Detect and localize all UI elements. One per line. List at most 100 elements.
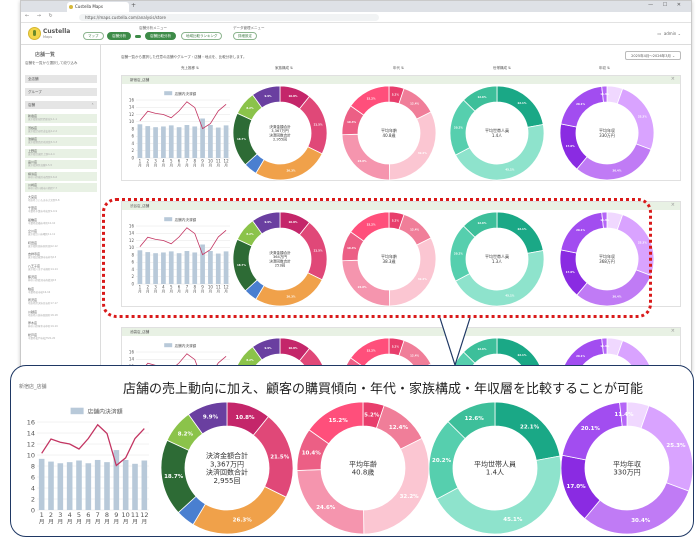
donut-center-text: 40.8歳 [383,132,396,138]
x-tick-label: 9 [114,511,118,519]
sidebar-store-item[interactable]: 厚木店 神奈川県厚木市中町19-19 [25,321,97,330]
sidebar-store-item[interactable]: 松戸店 千葉県松戸市松戸20-20 [25,333,97,342]
slice-label: 22.1% [517,101,526,105]
store-item-address: 神奈川県川崎市川崎区7-7 [28,187,58,190]
donut-center-text: 平均年齢 [349,459,377,468]
column-header[interactable]: 売上推移 ⇅ [181,66,199,71]
chevron-down-icon: ⌄ [677,31,681,36]
slice-label: 17.0% [567,484,587,490]
close-icon[interactable]: × [670,202,675,208]
bar [215,127,221,158]
date-range-select[interactable]: 2025年4月〜2026年3月 ⌄ [625,51,681,60]
column-header[interactable]: 家族構成 ⇅ [275,66,293,71]
donut-center-text: 40.8歳 [352,468,375,477]
x-tick-label: 10 [208,158,214,163]
sidebar-store-item[interactable]: 品川店 東京都港区高輪5-5-5 [25,160,97,169]
slice-label: 8.2% [246,106,254,110]
zoomed-charts: 02468101214161月2月3月4月5月6月7月8月9月10月11月12月… [27,401,693,535]
chevron-up-icon[interactable]: ⌃ [91,103,94,107]
sidebar-store-item[interactable]: 立川店 東京都立川市曙町11-11 [25,229,97,238]
instruction-text: 店舗一覧から選択した任意の店舗やグループ・店舗・地点を、比較分析します。 [121,55,247,59]
pie-slice [187,401,228,435]
slice-label: 18.7% [164,474,184,480]
card-store-label: 渋谷店_店舗 [122,202,680,210]
close-icon[interactable]: × [670,76,675,82]
column-headers: 売上推移 ⇅ 家族構成 ⇅ 年代 ⇅ 世帯構成 ⇅ 年収 ⇅ [121,66,681,72]
bar [153,253,158,284]
sidebar-section[interactable]: グループ [25,88,97,96]
browser-tab[interactable]: Custella Maps [67,2,129,12]
bar [141,460,148,510]
sidebar-store-item[interactable]: 所沢店 埼玉県所沢市日吉町17-17 [25,298,97,307]
sidebar-store-item[interactable]: 船橋店 千葉県船橋市本町10-10 [25,218,97,227]
slice-label: 8.2% [178,432,194,438]
slice-label: 20.1% [576,354,585,358]
user-menu[interactable]: ▭ admin ⌄ [657,31,681,36]
donut-chart-customer_mix: 10.8% 21.5% 26.3% 18.7% 8.2% 9.9% 決済金額合計364万円決… [232,211,328,307]
y-tick-label: 14 [27,429,35,437]
slice-label: 30.4% [631,518,651,524]
x-tick-label: 2 [146,158,149,163]
card-store-label: 池袋店_店舗 [122,328,680,336]
pie-slice [560,211,604,254]
settings-button[interactable]: 詳細設定 [233,32,257,40]
map-button[interactable]: マップ [83,32,104,40]
pie-slice [584,482,690,535]
pie-slice [601,85,608,103]
store-analysis-button[interactable]: 店舗分析 [107,32,131,40]
sidebar-store-item[interactable]: 大宮店 埼玉県さいたま市大宮区8-8 [25,195,97,204]
sidebar-store-item[interactable]: 川崎店 神奈川県川崎市川崎区7-7 [25,183,97,192]
sidebar-store-item[interactable]: 横浜店 神奈川県横浜市西区6-6-6 [25,171,97,181]
sidebar-section[interactable]: 店舗 ⌃ [25,101,97,109]
sidebar-store-item[interactable]: 上野店 東京都台東区上野4-4-4 [25,148,97,158]
nav-arrows-icon[interactable]: ← → ↻ [25,13,56,19]
sidebar-section[interactable]: 全店舗 [25,75,97,83]
url-input[interactable]: https://maps.custella.com/analysis/store [79,14,379,21]
y-tick-label: 2 [131,148,134,153]
column-header[interactable]: 年収 ⇅ [599,66,610,71]
store-item-name: 柏店 [28,286,35,291]
close-icon[interactable]: × [670,328,675,334]
x-tick-label: 11 [216,284,222,289]
pie-slice [350,85,390,116]
sidebar-store-item[interactable]: 藤沢店 神奈川県藤沢市南藤沢15 [25,275,97,284]
slice-label: 12.6% [477,221,486,225]
column-header[interactable]: 世帯構成 ⇅ [493,66,511,71]
new-tab-button[interactable]: + [131,2,137,9]
pie-slice [496,211,544,254]
pie-slice [436,455,562,535]
sidebar-store-item[interactable]: 池袋店 東京都豊島区南池袋3-3-3 [25,137,97,146]
bar [132,463,138,510]
sidebar-store-item[interactable]: 新宿店 東京都新宿区西新宿1-1-1 [25,114,97,123]
sidebar-store-item[interactable]: 町田店 東京都町田市原町田12-12 [25,241,97,250]
donut-center-text: 平均世帯人員 [485,253,509,259]
sidebar-store-item[interactable]: 柏店 千葉県柏市柏16-16 [25,287,97,296]
slice-label: 12.4% [410,101,419,105]
slice-label: 21.5% [314,123,323,127]
sidebar-store-item[interactable]: 八王子店 東京都八王子市旭町14-14 [25,264,97,273]
bar [153,127,158,158]
slice-label: 8.2% [246,232,254,236]
donut-chart-customer_mix: 10.8% 21.5% 26.3% 18.7% 8.2% 9.9% 決済金額合計3,367万… [232,85,328,181]
sidebar-store-item[interactable]: 吉祥寺店 東京都武蔵野市吉祥寺13 [25,252,97,261]
x-tick-label: 12 [224,158,230,163]
sidebar-store-item[interactable]: 渋谷店 東京都渋谷区道玄坂2-2-2 [25,125,97,135]
ranking-button[interactable]: 地域比較ランキング [181,32,223,40]
bar [192,252,198,284]
sidebar-store-item[interactable]: 千葉店 千葉県千葉市中央区9-9-9 [25,206,97,215]
toggle-switch[interactable] [135,35,141,38]
sidebar-store-item[interactable]: 川越店 埼玉県川越市脇田町18-18 [25,310,97,319]
x-tick-unit: 月 [224,162,228,167]
x-tick-label: 9 [201,284,204,289]
window-controls[interactable]: — ☐ ✕ [648,2,685,8]
store-compare-button[interactable]: 店舗比較分析 [145,32,176,40]
donut-center-text: 平均年齢 [381,127,397,133]
column-header[interactable]: 年代 ⇅ [393,66,404,71]
y-tick-label: 4 [131,267,134,272]
store-item-address: 東京都豊島区南池袋3-3-3 [28,141,58,144]
donut-center-text: 1.4人 [492,133,502,138]
slice-label: 22.1% [517,353,526,357]
donut-center-text: 決済金額合計 [269,250,291,255]
